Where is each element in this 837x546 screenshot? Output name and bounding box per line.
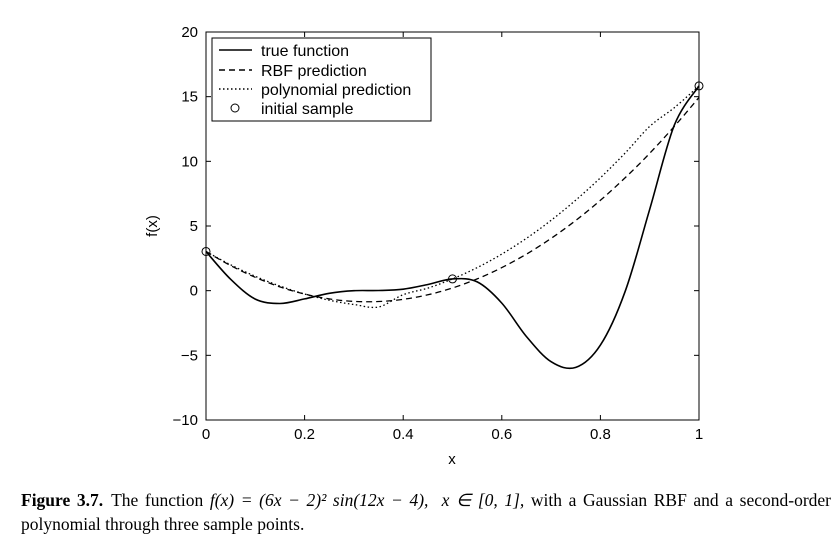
legend-label-rbf: RBF prediction <box>261 63 367 80</box>
legend-box <box>211 37 432 122</box>
y-axis-label: f(x) <box>144 215 161 237</box>
sample-point <box>694 81 704 91</box>
x-tick-label: 1 <box>695 426 703 443</box>
tick-layer: 0 0.2 0.4 0.6 0.8 1 −10 −5 0 5 10 15 20 <box>173 24 704 443</box>
y-tick-label: 10 <box>181 153 198 170</box>
y-tick-label: −5 <box>181 347 198 364</box>
y-tick-label: 15 <box>181 89 198 106</box>
legend-sample-marker <box>230 103 240 113</box>
y-tick-label: 5 <box>190 218 198 235</box>
legend: true function RBF prediction polynomial … <box>211 37 432 122</box>
caption-text-post: with a Gaussian RBF and a second-order p… <box>21 490 831 534</box>
x-axis-label: x <box>448 451 456 468</box>
x-tick-label: 0 <box>202 426 210 443</box>
caption-formula: f(x) = (6x − 2)² sin(12x − 4), <box>209 490 429 510</box>
plot-area: 0 0.2 0.4 0.6 0.8 1 −10 −5 0 5 10 15 20 x f(x) true … <box>144 24 704 468</box>
x-tick-label: 0.8 <box>590 426 611 443</box>
x-tick-label: 0.6 <box>491 426 512 443</box>
series-line-true-function <box>205 85 700 370</box>
y-tick-label: 20 <box>181 24 198 41</box>
figure-caption: Figure 3.7. The function f(x) = (6x − 2)²… <box>21 488 831 536</box>
series-layer <box>201 81 704 370</box>
caption-domain: x ∈ [0, 1], <box>441 490 525 510</box>
x-tick-label: 0.2 <box>294 426 315 443</box>
y-tick-label: 0 <box>190 283 198 300</box>
legend-label-polynomial: polynomial prediction <box>261 82 411 99</box>
caption-text-pre: The function <box>111 490 210 510</box>
legend-label-initial-sample: initial sample <box>261 101 354 118</box>
legend-label-true-function: true function <box>261 43 349 60</box>
sample-point <box>448 274 457 284</box>
x-tick-label: 0.4 <box>393 426 414 443</box>
series-line-rbf-prediction <box>205 96 700 303</box>
y-tick-label: −10 <box>173 412 198 429</box>
series-line-polynomial-prediction <box>205 85 700 309</box>
caption-label: Figure 3.7. <box>21 490 104 510</box>
sample-point <box>201 246 211 256</box>
